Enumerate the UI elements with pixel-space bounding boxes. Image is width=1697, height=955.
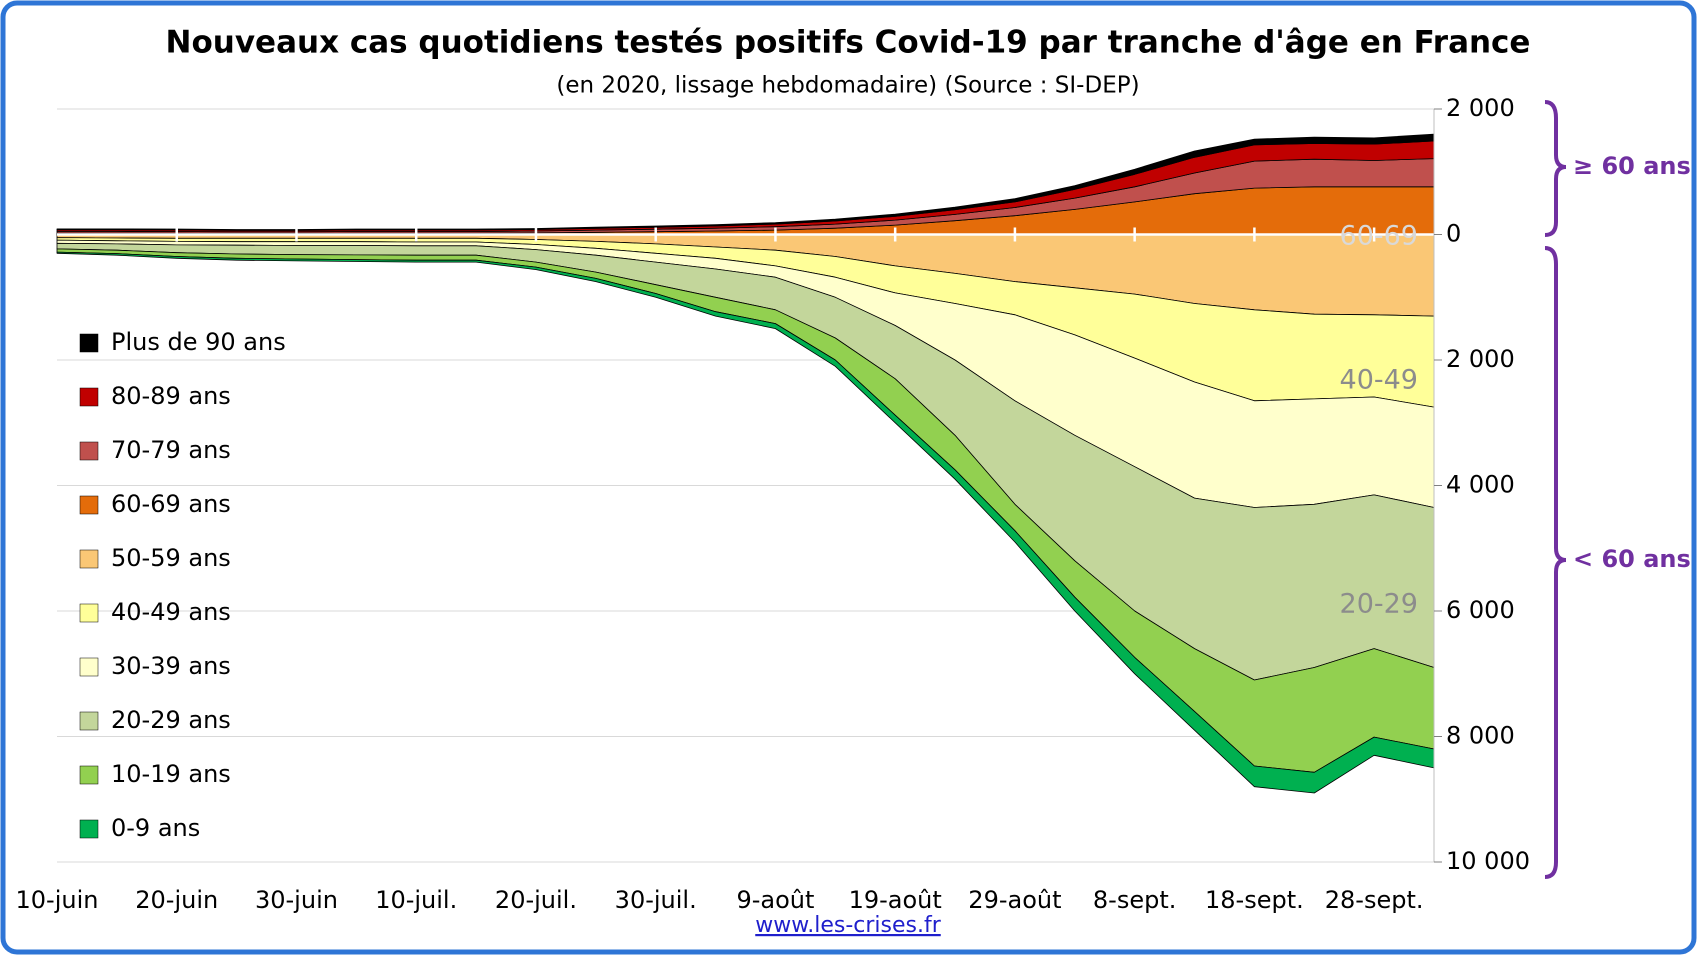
legend-swatch bbox=[79, 657, 99, 677]
y-tick-label: 4 000 bbox=[1446, 471, 1515, 499]
legend-label: 80-89 ans bbox=[111, 382, 231, 410]
legend-label: 60-69 ans bbox=[111, 490, 231, 518]
y-tick-label: 8 000 bbox=[1446, 722, 1515, 750]
legend-swatch bbox=[79, 333, 99, 353]
x-tick-label: 20-juil. bbox=[495, 886, 577, 914]
x-tick-label: 30-juin bbox=[255, 886, 338, 914]
group-label: ≥ 60 ans bbox=[1573, 152, 1691, 180]
x-tick-label: 30-juil. bbox=[615, 886, 697, 914]
chart-title: Nouveaux cas quotidiens testés positifs … bbox=[166, 25, 1531, 61]
annotation: 20-29 bbox=[1340, 589, 1418, 620]
x-tick-label: 8-sept. bbox=[1093, 886, 1176, 914]
legend-swatch bbox=[79, 549, 99, 569]
legend-swatch bbox=[79, 387, 99, 407]
x-tick-label: 28-sept. bbox=[1325, 886, 1424, 914]
legend-label: 20-29 ans bbox=[111, 706, 231, 734]
x-tick-label: 19-août bbox=[849, 886, 942, 914]
y-tick-label: 2 000 bbox=[1446, 94, 1515, 122]
bracket-top bbox=[1544, 100, 1567, 237]
legend-label: 40-49 ans bbox=[111, 598, 231, 626]
x-tick-label: 29-août bbox=[968, 886, 1061, 914]
legend-swatch bbox=[79, 495, 99, 515]
legend-label: 50-59 ans bbox=[111, 544, 231, 572]
legend-label: 30-39 ans bbox=[111, 652, 231, 680]
y-tick-label: 0 bbox=[1446, 220, 1461, 248]
legend-swatch bbox=[79, 441, 99, 461]
x-tick-label: 10-juil. bbox=[375, 886, 457, 914]
legend-swatch bbox=[79, 711, 99, 731]
legend-label: Plus de 90 ans bbox=[111, 328, 286, 356]
y-tick-label: 2 000 bbox=[1446, 345, 1515, 373]
x-tick-label: 9-août bbox=[736, 886, 814, 914]
legend-swatch bbox=[79, 765, 99, 785]
legend-label: 70-79 ans bbox=[111, 436, 231, 464]
legend-swatch bbox=[79, 819, 99, 839]
source-link[interactable]: www.les-crises.fr bbox=[755, 913, 941, 938]
chart-subtitle: (en 2020, lissage hebdomadaire) (Source … bbox=[556, 73, 1139, 99]
group-label: < 60 ans bbox=[1573, 545, 1691, 573]
x-tick-label: 10-juin bbox=[16, 886, 99, 914]
annotation: 40-49 bbox=[1340, 365, 1418, 396]
y-tick-label: 10 000 bbox=[1446, 847, 1530, 875]
bracket-bottom bbox=[1544, 246, 1567, 879]
y-tick-label: 6 000 bbox=[1446, 596, 1515, 624]
plot: 10-juin 20-juin 30-juin 10-juil. 20-juil. 30-… bbox=[16, 94, 1530, 914]
legend-label: 0-9 ans bbox=[111, 814, 200, 842]
annotation: 60-69 bbox=[1340, 221, 1418, 252]
legend-swatch bbox=[79, 603, 99, 623]
legend-label: 10-19 ans bbox=[111, 760, 231, 788]
x-tick-label: 18-sept. bbox=[1205, 886, 1304, 914]
x-tick-label: 20-juin bbox=[135, 886, 218, 914]
